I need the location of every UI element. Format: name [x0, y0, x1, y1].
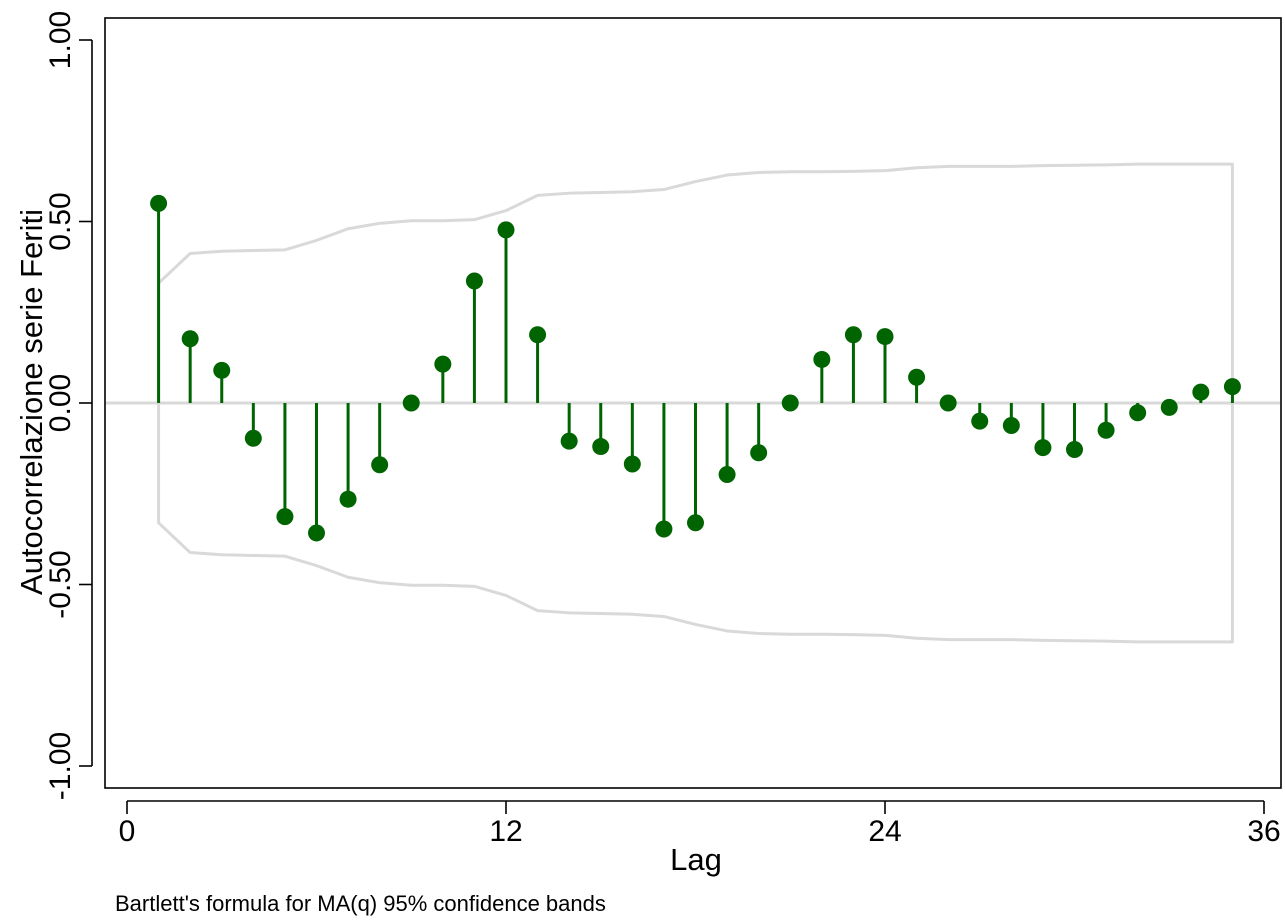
acf-point-lag-8 [371, 456, 389, 474]
y-tick-label: 1.00 [44, 11, 77, 69]
acf-point-lag-1 [150, 194, 168, 212]
y-tick-label: -0.50 [44, 550, 77, 618]
acf-point-lag-11 [465, 272, 483, 290]
acf-point-lag-29 [1034, 439, 1052, 457]
acf-point-lag-35 [1223, 378, 1241, 396]
y-axis-title: Autocorrelazione serie Feriti [14, 209, 49, 595]
acf-point-lag-13 [529, 326, 547, 344]
plot-frame [104, 17, 1282, 789]
acf-point-lag-3 [213, 361, 231, 379]
acf-point-lag-34 [1192, 383, 1210, 401]
y-tick-label: 0.00 [44, 374, 77, 432]
acf-point-lag-4 [244, 429, 262, 447]
acf-point-lag-28 [1002, 417, 1020, 435]
acf-point-lag-9 [402, 394, 420, 412]
acf-point-lag-6 [308, 524, 325, 542]
acf-point-lag-25 [908, 368, 926, 386]
acf-point-lag-24 [876, 328, 894, 346]
acf-point-lag-22 [813, 350, 831, 368]
y-axis: -1.00 -0.50 0.00 0.50 1.00 [44, 11, 93, 800]
acf-point-lag-10 [434, 355, 452, 373]
y-tick-label: 0.50 [44, 192, 77, 250]
acf-point-lag-5 [276, 508, 294, 526]
acf-point-lag-26 [939, 394, 957, 412]
acf-point-lag-7 [339, 490, 357, 508]
acf-point-lag-27 [971, 412, 989, 430]
acf-point-lag-31 [1097, 421, 1115, 439]
acf-point-lag-19 [718, 466, 736, 484]
acf-point-lag-20 [750, 444, 768, 462]
acf-point-lag-23 [844, 326, 862, 344]
acf-point-lag-2 [181, 330, 199, 348]
y-tick-label: -1.00 [44, 732, 77, 800]
x-tick-label: 36 [1247, 815, 1280, 848]
x-axis: 0 12 24 36 [119, 800, 1281, 848]
x-tick-label: 24 [868, 815, 901, 848]
acf-point-lag-16 [623, 455, 641, 473]
acf-point-lag-12 [497, 221, 515, 239]
acf-point-lag-30 [1066, 440, 1083, 458]
acf-point-lag-21 [781, 394, 799, 412]
x-axis-title: Lag [670, 842, 722, 877]
x-tick-label: 12 [489, 815, 522, 848]
acf-point-lag-18 [687, 514, 704, 532]
x-tick-label: 0 [119, 815, 136, 848]
acf-point-lag-32 [1129, 404, 1147, 422]
acf-point-lag-33 [1160, 398, 1178, 416]
acf-point-lag-17 [655, 520, 673, 538]
plot-area [104, 17, 1282, 789]
acf-point-lag-14 [560, 432, 578, 450]
acf-point-lag-15 [592, 438, 610, 456]
chart-note: Bartlett's formula for MA(q) 95% confide… [115, 891, 606, 916]
